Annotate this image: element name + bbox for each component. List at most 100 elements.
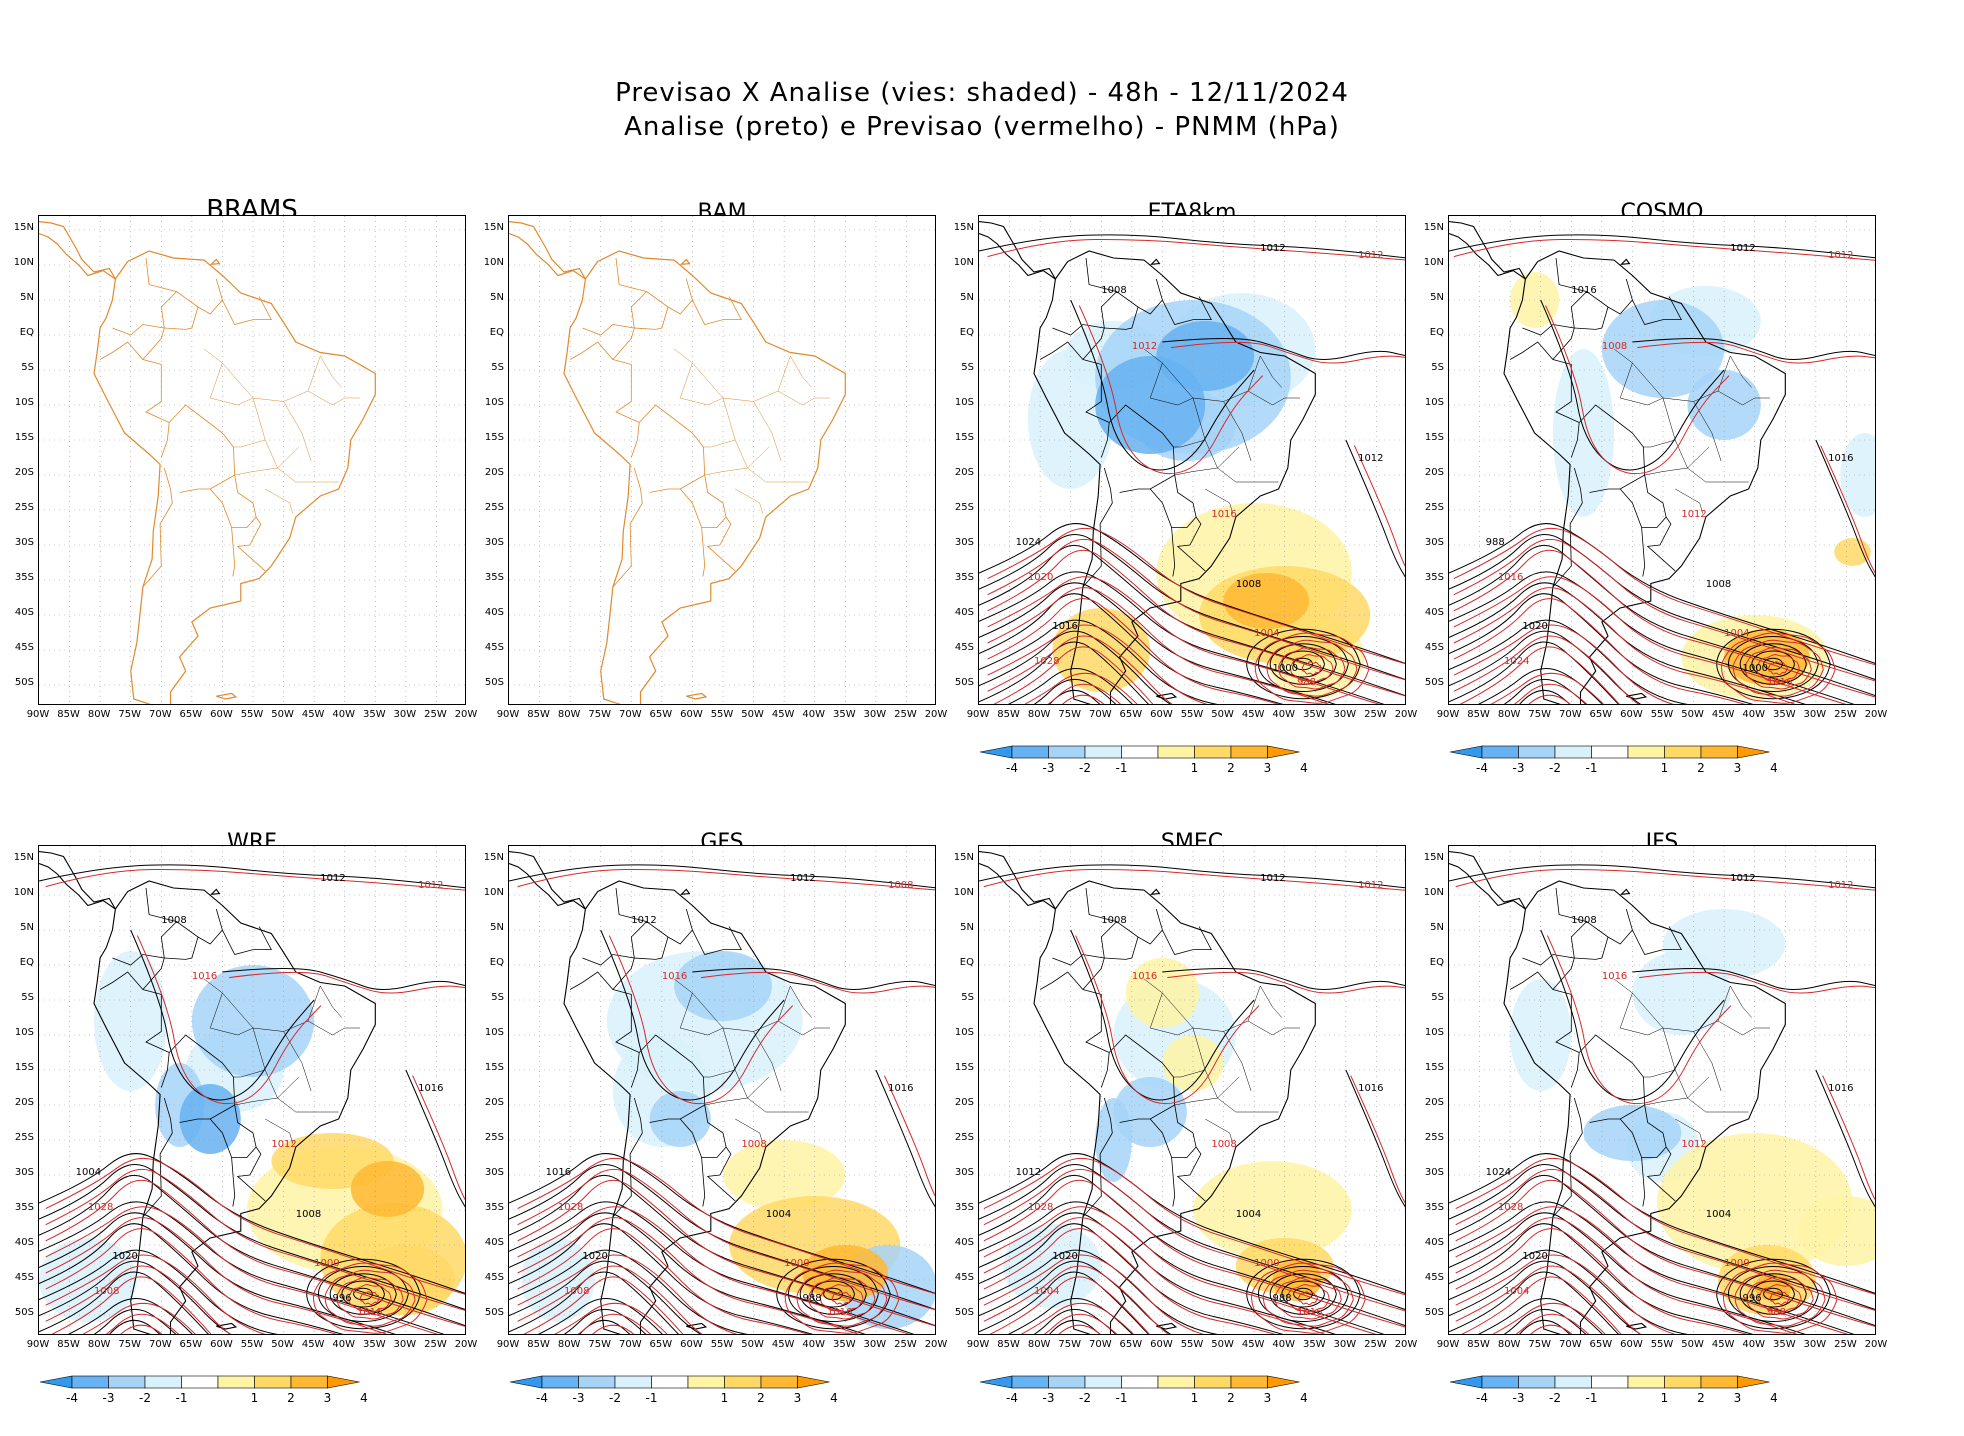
colorbar-segment [1084, 745, 1122, 759]
contour-label: 1008 [1101, 285, 1126, 296]
contour-label: 1016 [1297, 1307, 1322, 1318]
graticule [979, 846, 1405, 1334]
lon-tick-label: 55W [240, 709, 264, 720]
lat-tick-label: 35S [954, 572, 974, 583]
colorbar-segment [1700, 745, 1738, 759]
lon-tick-label: 80W [1027, 1339, 1051, 1350]
lat-tick-label: EQ [1429, 327, 1444, 338]
lon-tick-label: 20W [454, 1339, 478, 1350]
contour-label: 1028 [1028, 1202, 1053, 1213]
lon-tick-label: 70W [618, 709, 642, 720]
colorbar-segment [651, 1375, 689, 1389]
colorbar-label: -4 [1476, 1391, 1488, 1405]
lon-tick-label: 65W [179, 1339, 203, 1350]
lat-tick-label: 40S [14, 607, 34, 618]
lon-tick-label: 25W [894, 1339, 917, 1350]
contour-label: 1008 [1211, 1139, 1236, 1150]
lon-tick-label: 65W [649, 709, 673, 720]
graticule [509, 846, 935, 1334]
lat-tick-label: 5S [961, 362, 974, 373]
map-panel-gfs: GFS 15N 10N 5N EQ 5S 10S 15S 20S 25S 30S 35S 40S 45S 5… [470, 795, 948, 1435]
lat-tick-label: 35S [484, 572, 504, 583]
colorbar-left-arrow [979, 745, 1013, 759]
contour-label: 1024 [1504, 656, 1529, 667]
bias-colorbar: -4 -3 -2 -1 1 2 3 4 [970, 740, 1380, 790]
colorbar-canvas: -4 -3 -2 -1 1 2 3 4 [1449, 745, 1778, 775]
colorbar-segment [1481, 1375, 1519, 1389]
lon-tick-label: 35W [1302, 709, 1326, 720]
contour-label: 1020 [1028, 572, 1053, 583]
lon-tick-label: 80W [87, 709, 111, 720]
lon-tick-label: 65W [1119, 1339, 1143, 1350]
lon-tick-label: 30W [1803, 1339, 1827, 1350]
contour-label: 1024 [1016, 537, 1041, 548]
contour-label: 996 [1742, 1293, 1761, 1304]
lat-tick-label: 10N [1423, 257, 1444, 268]
lon-tick-label: 20W [1394, 1339, 1418, 1350]
country-borders [99, 257, 360, 588]
lat-tick-label: 15N [13, 852, 34, 863]
contour-labels: 1012 1012 1008 1016 1016 1008 1004 1000 988 1016 1… [1016, 873, 1384, 1318]
graticule [39, 216, 465, 704]
lon-tick-label: 50W [1681, 1339, 1704, 1350]
lat-tick-label: 15S [954, 1062, 974, 1073]
lon-tick-label: 55W [1650, 1339, 1674, 1350]
contour-label: 1016 [1498, 572, 1523, 583]
colorbar-segment [1121, 745, 1159, 759]
lon-tick-label: 80W [1497, 709, 1521, 720]
colorbar-segment [1627, 1375, 1665, 1389]
lat-tick-label: 50S [484, 1307, 504, 1318]
lon-tick-label: 55W [710, 709, 734, 720]
country-borders [1039, 887, 1300, 1218]
lat-tick-label: EQ [489, 327, 504, 338]
lon-tick-label: 55W [1180, 709, 1204, 720]
lat-tick-label: 10S [954, 397, 974, 408]
lon-tick-label: 35W [362, 709, 386, 720]
lon-tick-label: 40W [1742, 1339, 1766, 1350]
contour-label: 1008 [564, 1286, 589, 1297]
lon-tick-label: 60W [680, 709, 703, 720]
lat-tick-label: 5N [490, 922, 504, 933]
lon-tick-label: 30W [1803, 709, 1827, 720]
map-frame [38, 215, 466, 705]
lat-tick-label: 25S [1424, 502, 1444, 513]
colorbar-label: 3 [324, 1391, 332, 1405]
contour-label: 1000 [1272, 663, 1297, 674]
contour-label: 1012 [1132, 341, 1157, 352]
lon-tick-label: 55W [1650, 709, 1674, 720]
colorbar-label: -2 [609, 1391, 621, 1405]
colorbar-label: -4 [536, 1391, 548, 1405]
lat-tick-label: EQ [19, 957, 34, 968]
lat-tick-label: 20S [1424, 467, 1444, 478]
contour-label: 1012 [790, 873, 815, 884]
contour-label: 1012 [271, 1139, 296, 1150]
bias-shading [1510, 272, 1875, 699]
lon-tick-label: 40W [1272, 1339, 1296, 1350]
contour-label: 1004 [1706, 1209, 1731, 1220]
colorbar-segment [254, 1375, 292, 1389]
colorbar-segment [1084, 1375, 1122, 1389]
colorbar-segment [541, 1375, 579, 1389]
colorbar-canvas: -4 -3 -2 -1 1 2 3 4 [1449, 1375, 1778, 1405]
colorbar-right-arrow [1737, 745, 1770, 759]
contour-labels: 1012 1008 1012 1016 1016 1008 1004 1000 988 1016 1… [546, 873, 914, 1318]
lat-tick-label: 5N [960, 922, 974, 933]
coastline [1449, 851, 1786, 1334]
lon-tick-label: 50W [1211, 1339, 1234, 1350]
lon-tick-label: 35W [1772, 709, 1796, 720]
lon-tick-label: 85W [527, 1339, 550, 1350]
colorbar-segment [290, 1375, 328, 1389]
lat-tick-label: EQ [489, 957, 504, 968]
lon-tick-label: 45W [1711, 1339, 1735, 1350]
map-canvas: 1012 1012 1008 1016 1016 1012 1004 1000 996 988 10… [1449, 846, 1875, 1334]
analysis-contours [1449, 864, 1875, 1334]
contour-label: 1008 [161, 915, 186, 926]
lat-tick-label: 15S [14, 1062, 34, 1073]
colorbar-segment [71, 1375, 109, 1389]
colorbar-label: 2 [757, 1391, 765, 1405]
lat-tick-label: 50S [14, 1307, 34, 1318]
lat-tick-label: 35S [14, 1202, 34, 1213]
colorbar-segment [1157, 745, 1195, 759]
lat-tick-label: 5S [21, 362, 34, 373]
contour-labels: 1012101210161008101610121008100410001016… [1486, 243, 1854, 688]
